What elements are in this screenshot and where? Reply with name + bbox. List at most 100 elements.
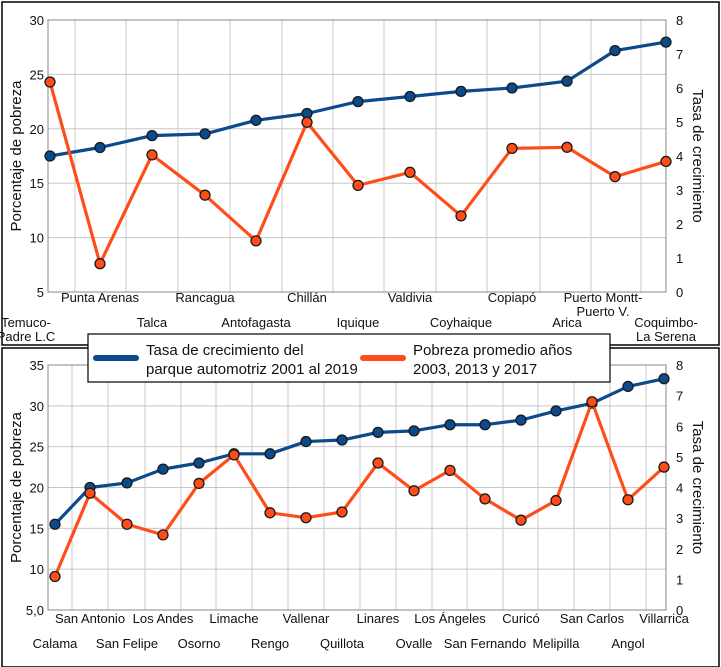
growth-series-line: [53, 377, 665, 526]
poverty-point: [609, 171, 621, 183]
y-tick-label: 5,0: [26, 603, 44, 618]
x-tick-label: Angol: [611, 636, 644, 651]
x-tick-label: Vallenar: [283, 611, 330, 626]
poverty-point: [455, 210, 467, 222]
growth-point: [455, 85, 467, 98]
poverty-point: [146, 149, 158, 161]
y-tick-label: 20: [30, 481, 44, 496]
poverty-point: [228, 449, 240, 461]
y-right-tick-label: 3: [676, 511, 683, 526]
poverty-point: [157, 529, 169, 541]
x-tick-label: Temuco-: [1, 315, 51, 330]
growth-point: [336, 434, 348, 446]
growth-point: [660, 36, 672, 48]
y-right-tick-label: 2: [676, 542, 683, 557]
poverty-series-line: [53, 400, 666, 578]
y-right-tick-label: 4: [676, 481, 683, 496]
growth-point: [622, 380, 634, 393]
legend-box: [87, 333, 611, 383]
x-tick-label: Arica: [552, 315, 582, 330]
y-right-tick-label: 7: [676, 47, 683, 62]
y-tick-label: 25: [30, 440, 44, 455]
poverty-point: [372, 457, 384, 469]
growth-point: [479, 419, 491, 431]
growth-point: [372, 426, 384, 439]
poverty-point: [561, 141, 573, 153]
x-tick-label: Coquimbo-: [634, 315, 698, 330]
legend-label: Pobreza promedio años: [413, 342, 572, 359]
growth-point: [121, 477, 133, 489]
poverty-point: [336, 506, 348, 518]
poverty-point: [49, 570, 61, 583]
y-tick-label: 20: [30, 122, 44, 137]
poverty-point: [199, 189, 211, 201]
growth-point: [146, 129, 158, 142]
y-right-tick-label: 3: [676, 183, 683, 198]
x-tick-label: Villarrica: [639, 611, 689, 626]
y-right-tick-label: 6: [676, 419, 683, 434]
x-tick-label: La Serena: [636, 329, 697, 344]
y-right-tick-label: 7: [676, 389, 683, 404]
growth-point: [94, 141, 106, 154]
growth-point: [404, 90, 416, 103]
y-right-tick-label: 8: [676, 13, 683, 28]
x-tick-label: Curicó: [502, 611, 540, 626]
y-tick-label: 15: [30, 521, 44, 536]
x-tick-label: Los Ángeles: [414, 611, 486, 626]
poverty-point: [352, 179, 364, 192]
growth-point: [561, 75, 573, 87]
x-tick-label: Ovalle: [396, 636, 433, 651]
x-tick-label: Padre L.C: [0, 329, 55, 344]
poverty-point: [479, 493, 491, 505]
x-tick-label: Melipilla: [533, 636, 581, 651]
poverty-point: [550, 494, 562, 507]
poverty-point: [444, 464, 456, 477]
x-tick-label: Talca: [137, 315, 168, 330]
poverty-point: [404, 166, 416, 178]
y-right-tick-label: 6: [676, 81, 683, 96]
chart-panel-1: 5 10 15 20 25 30 0 1 2 3 4 5 6 7 8 Porcentaje de pobrez…: [0, 1, 720, 346]
poverty-point: [658, 461, 670, 473]
plot-area: [47, 19, 667, 293]
poverty-point: [660, 155, 672, 168]
poverty-point: [301, 116, 313, 128]
growth-point: [609, 44, 621, 57]
growth-point: [300, 435, 312, 448]
y-tick-label: 25: [30, 67, 44, 82]
x-tick-label: Punta Arenas: [61, 290, 140, 305]
poverty-point: [193, 477, 205, 490]
growth-point: [352, 95, 364, 108]
y-right-tick-label: 1: [676, 251, 683, 266]
poverty-point: [264, 507, 276, 519]
x-tick-label: Antofagasta: [221, 315, 291, 330]
growth-point: [193, 457, 205, 469]
growth-point: [44, 150, 56, 162]
x-tick-label: Iquique: [337, 315, 380, 330]
growth-point: [199, 128, 211, 140]
y-tick-label: 10: [30, 562, 44, 577]
x-tick-label: Linares: [357, 611, 400, 626]
x-tick-label: Chillán: [287, 290, 327, 305]
poverty-point: [121, 518, 133, 530]
poverty-point: [44, 76, 56, 88]
poverty-point: [250, 235, 262, 247]
poverty-series-line: [48, 81, 667, 266]
x-tick-label: Quillota: [320, 636, 365, 651]
poverty-point: [622, 494, 634, 506]
x-tick-label: Valdivia: [388, 290, 433, 305]
x-tick-label: San Fernando: [444, 636, 526, 651]
y-right-tick-label: 2: [676, 217, 683, 232]
x-tick-label: Puerto V.: [576, 304, 629, 319]
y-right-tick-label: 5: [676, 450, 683, 465]
growth-point: [157, 463, 169, 475]
growth-point: [444, 419, 456, 431]
x-tick-label: Puerto Montt-: [564, 290, 643, 305]
legend-label: parque automotriz 2001 al 2019: [146, 361, 358, 378]
legend: Tasa de crecimiento del parque automotriz…: [87, 333, 611, 383]
x-tick-label: Los Andes: [133, 611, 194, 626]
x-tick-label: San Felipe: [96, 636, 158, 651]
poverty-point: [84, 487, 96, 499]
y-tick-label: 30: [30, 13, 44, 28]
x-tick-label: Coyhaique: [430, 315, 492, 330]
